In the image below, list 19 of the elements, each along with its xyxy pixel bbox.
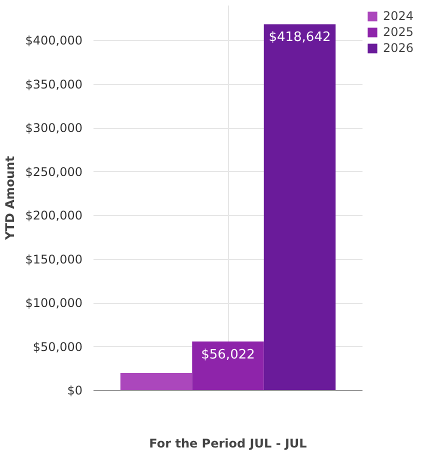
data-label: $418,642	[268, 30, 331, 46]
y-tick-label: $400,000	[25, 34, 83, 48]
x-axis-title: For the Period JUL - JUL	[149, 436, 308, 450]
y-tick-label: $100,000	[25, 296, 83, 310]
bar	[192, 341, 264, 390]
y-tick-label: $200,000	[25, 208, 83, 222]
y-tick-label: $300,000	[25, 121, 83, 135]
data-label: $56,022	[201, 347, 255, 362]
y-tick-label: $250,000	[25, 164, 83, 179]
bar	[120, 373, 192, 390]
legend-label: 2026	[383, 41, 414, 55]
y-tick-label: $50,000	[32, 340, 82, 354]
legend-label: 2024	[383, 9, 414, 23]
y-axis-title: YTD Amount	[3, 156, 18, 241]
y-tick-label: $150,000	[25, 252, 83, 266]
bar	[264, 24, 336, 390]
legend-label: 2025	[383, 25, 414, 39]
y-tick-label: $0	[67, 384, 83, 398]
y-tick-label: $350,000	[25, 77, 83, 92]
